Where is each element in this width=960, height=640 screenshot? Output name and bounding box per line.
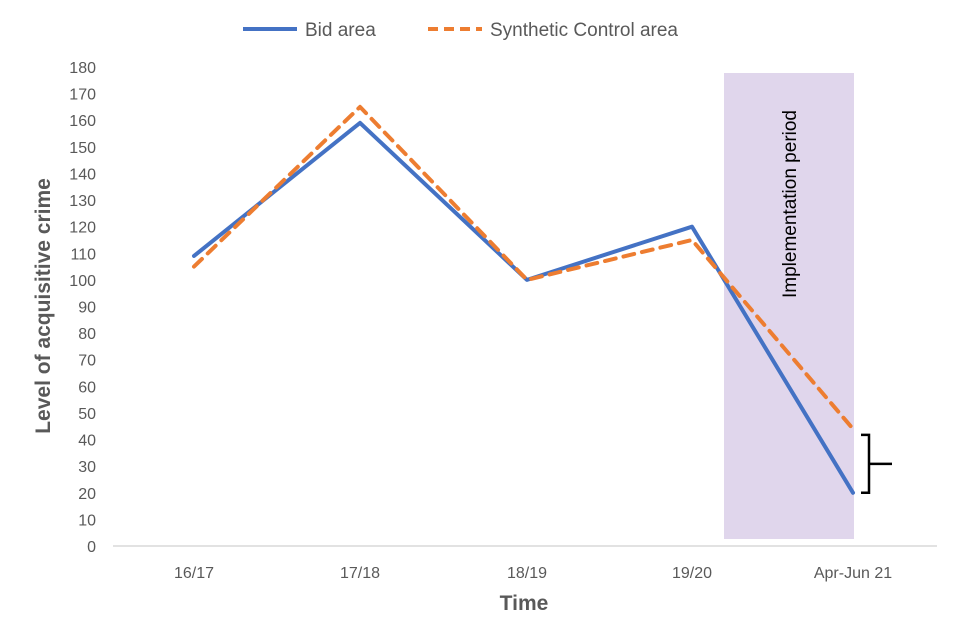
y-tick-label: 90 <box>78 300 96 317</box>
y-tick-label: 110 <box>70 246 96 263</box>
x-tick-label: Apr-Jun 21 <box>814 565 892 582</box>
y-tick-label: 140 <box>69 166 96 183</box>
x-axis-label: Time <box>500 592 549 615</box>
y-tick-label: 30 <box>78 459 96 476</box>
legend-label-bid-area: Bid area <box>305 20 376 41</box>
series-line-synthetic-control-area <box>192 104 855 431</box>
y-tick-label: 80 <box>78 326 96 343</box>
y-tick-label: 100 <box>69 273 96 290</box>
y-tick-label: 130 <box>69 193 96 210</box>
legend: Bid area Synthetic Control area <box>243 20 678 41</box>
y-tick-label: 120 <box>69 220 96 237</box>
difference-bracket <box>861 433 892 495</box>
y-tick-label: 160 <box>69 113 96 130</box>
y-tick-label: 70 <box>78 353 96 370</box>
y-tick-label: 10 <box>78 512 96 529</box>
y-axis-label: Level of acquisitive crime <box>32 178 55 434</box>
y-tick-label: 150 <box>69 140 96 157</box>
y-tick-label: 20 <box>78 486 96 503</box>
y-tick-label: 40 <box>78 433 96 450</box>
y-tick-label: 50 <box>78 406 96 423</box>
implementation-period-label: Implementation period <box>780 110 801 298</box>
y-tick-label: 60 <box>78 379 96 396</box>
legend-label-synthetic-control: Synthetic Control area <box>490 20 678 41</box>
x-tick-label: 19/20 <box>672 565 712 582</box>
y-tick-label: 180 <box>69 60 96 77</box>
x-tick-label: 18/19 <box>507 565 547 582</box>
x-tick-label: 17/18 <box>340 565 380 582</box>
x-tick-label: 16/17 <box>174 565 214 582</box>
y-tick-label: 170 <box>69 87 96 104</box>
y-tick-label: 0 <box>87 539 96 556</box>
